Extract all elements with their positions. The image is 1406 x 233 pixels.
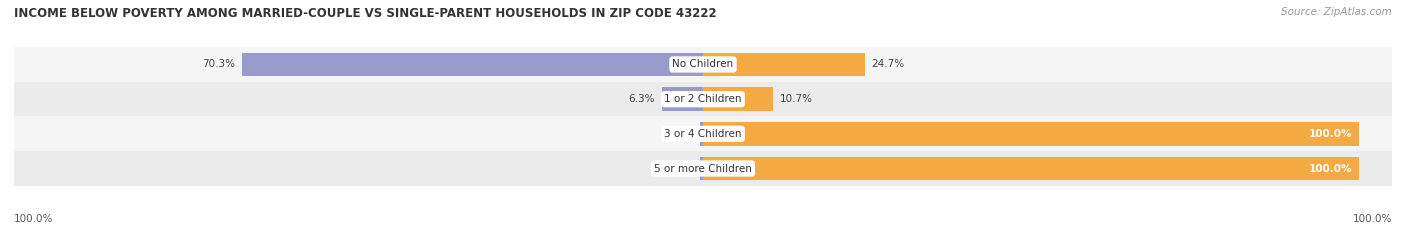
Bar xyxy=(242,53,703,76)
Text: 100.0%: 100.0% xyxy=(1309,164,1353,174)
Bar xyxy=(14,116,1392,151)
Bar xyxy=(703,157,1360,180)
Text: 24.7%: 24.7% xyxy=(872,59,904,69)
Text: 100.0%: 100.0% xyxy=(1309,129,1353,139)
Text: 3 or 4 Children: 3 or 4 Children xyxy=(664,129,742,139)
Text: No Children: No Children xyxy=(672,59,734,69)
Text: 100.0%: 100.0% xyxy=(14,214,53,224)
Text: 5 or more Children: 5 or more Children xyxy=(654,164,752,174)
Bar xyxy=(14,47,1392,82)
Text: 10.7%: 10.7% xyxy=(780,94,813,104)
Text: INCOME BELOW POVERTY AMONG MARRIED-COUPLE VS SINGLE-PARENT HOUSEHOLDS IN ZIP COD: INCOME BELOW POVERTY AMONG MARRIED-COUPL… xyxy=(14,7,717,20)
Text: 0.0%: 0.0% xyxy=(666,164,693,174)
Text: 6.3%: 6.3% xyxy=(628,94,655,104)
Text: 1 or 2 Children: 1 or 2 Children xyxy=(664,94,742,104)
Bar xyxy=(703,87,773,111)
Bar xyxy=(700,122,703,146)
Bar xyxy=(700,157,703,180)
Text: 100.0%: 100.0% xyxy=(1353,214,1392,224)
Bar xyxy=(14,151,1392,186)
Text: Source: ZipAtlas.com: Source: ZipAtlas.com xyxy=(1281,7,1392,17)
Bar xyxy=(703,122,1360,146)
Bar xyxy=(703,53,865,76)
Bar xyxy=(662,87,703,111)
Bar xyxy=(14,82,1392,116)
Text: 0.0%: 0.0% xyxy=(666,129,693,139)
Text: 70.3%: 70.3% xyxy=(202,59,235,69)
